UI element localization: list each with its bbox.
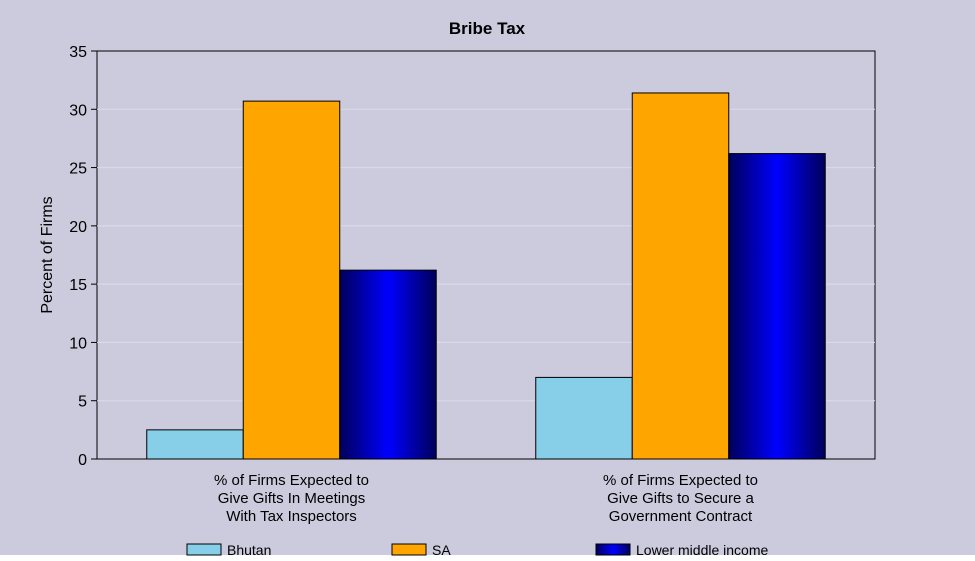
chart-title: Bribe Tax — [449, 19, 526, 38]
category-label-line: With Tax Inspectors — [226, 508, 357, 525]
bar-lower-middle-income — [728, 153, 826, 460]
legend-swatch — [186, 543, 222, 556]
legend-swatch — [595, 543, 631, 556]
y-tick-label: 25 — [69, 161, 87, 178]
bar-bhutan — [146, 429, 244, 460]
bars — [146, 92, 826, 460]
y-axis-label: Percent of Firms — [39, 196, 56, 313]
legend-swatch — [391, 543, 427, 556]
y-tick-label: 35 — [69, 44, 87, 61]
category-label-line: Give Gifts In Meetings — [218, 490, 366, 507]
legend-label: SA — [432, 542, 451, 558]
y-axis-ticks: 0 5 10 15 20 25 30 35 — [69, 44, 97, 469]
legend-label: Lower middle income — [636, 542, 768, 558]
bar-sa — [242, 100, 341, 460]
category-label-line: Give Gifts to Secure a — [607, 490, 754, 507]
category-label-line: % of Firms Expected to — [214, 472, 369, 489]
category-label-line: Government Contract — [609, 508, 753, 525]
legend-label: Bhutan — [227, 542, 271, 558]
category-label-line: % of Firms Expected to — [603, 472, 758, 489]
y-tick-label: 0 — [78, 452, 87, 469]
y-tick-label: 30 — [69, 102, 87, 119]
bar-lower-middle-income — [339, 269, 437, 460]
y-tick-label: 15 — [69, 277, 87, 294]
y-tick-label: 5 — [78, 394, 87, 411]
bar-sa — [631, 92, 730, 460]
y-tick-label: 10 — [69, 335, 87, 352]
legend: Bhutan SA Lower middle income — [186, 542, 768, 558]
bar-bhutan — [535, 376, 633, 460]
y-tick-label: 20 — [69, 219, 87, 236]
